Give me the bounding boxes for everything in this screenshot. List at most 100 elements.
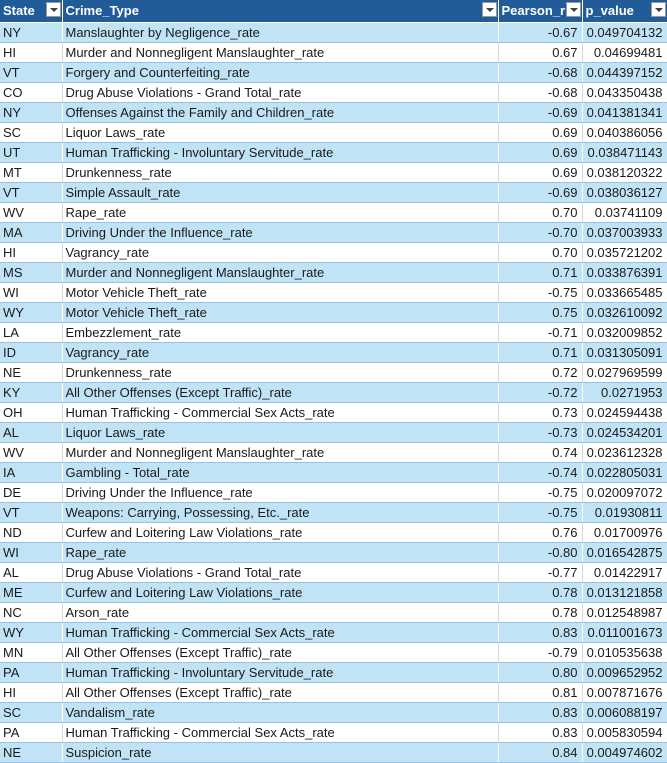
- cell-state[interactable]: WY: [0, 302, 63, 323]
- cell-crime-type[interactable]: Human Trafficking - Commercial Sex Acts_…: [62, 722, 499, 743]
- cell-p-value[interactable]: 0.012548987: [582, 602, 667, 623]
- cell-crime-type[interactable]: Motor Vehicle Theft_rate: [62, 302, 499, 323]
- cell-pearson-r[interactable]: -0.67: [498, 22, 583, 43]
- cell-crime-type[interactable]: Driving Under the Influence_rate: [62, 482, 499, 503]
- cell-crime-type[interactable]: Rape_rate: [62, 202, 499, 223]
- cell-state[interactable]: WI: [0, 282, 63, 303]
- cell-crime-type[interactable]: Rape_rate: [62, 542, 499, 563]
- cell-crime-type[interactable]: Murder and Nonnegligent Manslaughter_rat…: [62, 42, 499, 63]
- cell-state[interactable]: CO: [0, 82, 63, 103]
- cell-crime-type[interactable]: Vagrancy_rate: [62, 242, 499, 263]
- cell-crime-type[interactable]: Forgery and Counterfeiting_rate: [62, 62, 499, 83]
- cell-crime-type[interactable]: All Other Offenses (Except Traffic)_rate: [62, 682, 499, 703]
- cell-p-value[interactable]: 0.037003933: [582, 222, 667, 243]
- cell-pearson-r[interactable]: 0.83: [498, 722, 583, 743]
- cell-pearson-r[interactable]: -0.75: [498, 502, 583, 523]
- filter-dropdown-arrow-icon[interactable]: [45, 2, 61, 17]
- cell-crime-type[interactable]: Curfew and Loitering Law Violations_rate: [62, 522, 499, 543]
- cell-crime-type[interactable]: Human Trafficking - Commercial Sex Acts_…: [62, 622, 499, 643]
- cell-crime-type[interactable]: Manslaughter by Negligence_rate: [62, 22, 499, 43]
- cell-pearson-r[interactable]: 0.70: [498, 242, 583, 263]
- cell-pearson-r[interactable]: 0.83: [498, 702, 583, 723]
- cell-p-value[interactable]: 0.011001673: [582, 622, 667, 643]
- cell-crime-type[interactable]: Murder and Nonnegligent Manslaughter_rat…: [62, 442, 499, 463]
- cell-state[interactable]: HI: [0, 682, 63, 703]
- cell-state[interactable]: OH: [0, 402, 63, 423]
- cell-crime-type[interactable]: All Other Offenses (Except Traffic)_rate: [62, 382, 499, 403]
- cell-pearson-r[interactable]: 0.80: [498, 662, 583, 683]
- header-p-value[interactable]: p_value: [582, 0, 667, 23]
- cell-p-value[interactable]: 0.005830594: [582, 722, 667, 743]
- cell-p-value[interactable]: 0.023612328: [582, 442, 667, 463]
- cell-state[interactable]: HI: [0, 242, 63, 263]
- cell-pearson-r[interactable]: -0.74: [498, 462, 583, 483]
- cell-p-value[interactable]: 0.009652952: [582, 662, 667, 683]
- cell-p-value[interactable]: 0.01700976: [582, 522, 667, 543]
- cell-state[interactable]: PA: [0, 722, 63, 743]
- cell-p-value[interactable]: 0.0271953: [582, 382, 667, 403]
- filter-dropdown-arrow-icon[interactable]: [481, 2, 497, 17]
- cell-p-value[interactable]: 0.016542875: [582, 542, 667, 563]
- cell-crime-type[interactable]: Motor Vehicle Theft_rate: [62, 282, 499, 303]
- cell-state[interactable]: IA: [0, 462, 63, 483]
- cell-p-value[interactable]: 0.033665485: [582, 282, 667, 303]
- cell-pearson-r[interactable]: -0.80: [498, 542, 583, 563]
- cell-pearson-r[interactable]: -0.77: [498, 562, 583, 583]
- cell-state[interactable]: WV: [0, 202, 63, 223]
- cell-state[interactable]: UT: [0, 142, 63, 163]
- cell-p-value[interactable]: 0.024534201: [582, 422, 667, 443]
- cell-p-value[interactable]: 0.03741109: [582, 202, 667, 223]
- cell-pearson-r[interactable]: 0.84: [498, 742, 583, 763]
- cell-crime-type[interactable]: Human Trafficking - Involuntary Servitud…: [62, 662, 499, 683]
- cell-state[interactable]: NC: [0, 602, 63, 623]
- cell-p-value[interactable]: 0.038120322: [582, 162, 667, 183]
- cell-pearson-r[interactable]: 0.74: [498, 442, 583, 463]
- cell-p-value[interactable]: 0.004974602: [582, 742, 667, 763]
- cell-crime-type[interactable]: Drunkenness_rate: [62, 362, 499, 383]
- cell-p-value[interactable]: 0.035721202: [582, 242, 667, 263]
- cell-crime-type[interactable]: Drug Abuse Violations - Grand Total_rate: [62, 562, 499, 583]
- cell-pearson-r[interactable]: -0.68: [498, 82, 583, 103]
- cell-pearson-r[interactable]: 0.72: [498, 362, 583, 383]
- cell-state[interactable]: MN: [0, 642, 63, 663]
- cell-p-value[interactable]: 0.043350438: [582, 82, 667, 103]
- cell-state[interactable]: MA: [0, 222, 63, 243]
- cell-pearson-r[interactable]: -0.75: [498, 482, 583, 503]
- cell-crime-type[interactable]: Murder and Nonnegligent Manslaughter_rat…: [62, 262, 499, 283]
- cell-p-value[interactable]: 0.040386056: [582, 122, 667, 143]
- cell-state[interactable]: SC: [0, 702, 63, 723]
- cell-pearson-r[interactable]: 0.75: [498, 302, 583, 323]
- cell-crime-type[interactable]: Drunkenness_rate: [62, 162, 499, 183]
- cell-p-value[interactable]: 0.041381341: [582, 102, 667, 123]
- cell-crime-type[interactable]: Suspicion_rate: [62, 742, 499, 763]
- header-crime-type[interactable]: Crime_Type: [62, 0, 499, 23]
- cell-state[interactable]: NE: [0, 362, 63, 383]
- cell-p-value[interactable]: 0.032610092: [582, 302, 667, 323]
- cell-p-value[interactable]: 0.044397152: [582, 62, 667, 83]
- filter-dropdown-arrow-icon[interactable]: [650, 2, 666, 17]
- cell-p-value[interactable]: 0.010535638: [582, 642, 667, 663]
- cell-state[interactable]: AL: [0, 422, 63, 443]
- cell-crime-type[interactable]: Human Trafficking - Commercial Sex Acts_…: [62, 402, 499, 423]
- cell-state[interactable]: KY: [0, 382, 63, 403]
- cell-pearson-r[interactable]: 0.76: [498, 522, 583, 543]
- cell-crime-type[interactable]: Weapons: Carrying, Possessing, Etc._rate: [62, 502, 499, 523]
- cell-state[interactable]: PA: [0, 662, 63, 683]
- cell-state[interactable]: ND: [0, 522, 63, 543]
- cell-pearson-r[interactable]: 0.67: [498, 42, 583, 63]
- cell-pearson-r[interactable]: 0.71: [498, 342, 583, 363]
- filter-dropdown-arrow-icon[interactable]: [565, 2, 581, 17]
- cell-pearson-r[interactable]: -0.79: [498, 642, 583, 663]
- cell-crime-type[interactable]: All Other Offenses (Except Traffic)_rate: [62, 642, 499, 663]
- cell-crime-type[interactable]: Arson_rate: [62, 602, 499, 623]
- cell-crime-type[interactable]: Liquor Laws_rate: [62, 122, 499, 143]
- cell-p-value[interactable]: 0.01422917: [582, 562, 667, 583]
- cell-state[interactable]: WV: [0, 442, 63, 463]
- cell-pearson-r[interactable]: 0.69: [498, 142, 583, 163]
- cell-pearson-r[interactable]: 0.69: [498, 122, 583, 143]
- cell-crime-type[interactable]: Vandalism_rate: [62, 702, 499, 723]
- cell-p-value[interactable]: 0.013121858: [582, 582, 667, 603]
- cell-state[interactable]: DE: [0, 482, 63, 503]
- cell-p-value[interactable]: 0.049704132: [582, 22, 667, 43]
- cell-p-value[interactable]: 0.032009852: [582, 322, 667, 343]
